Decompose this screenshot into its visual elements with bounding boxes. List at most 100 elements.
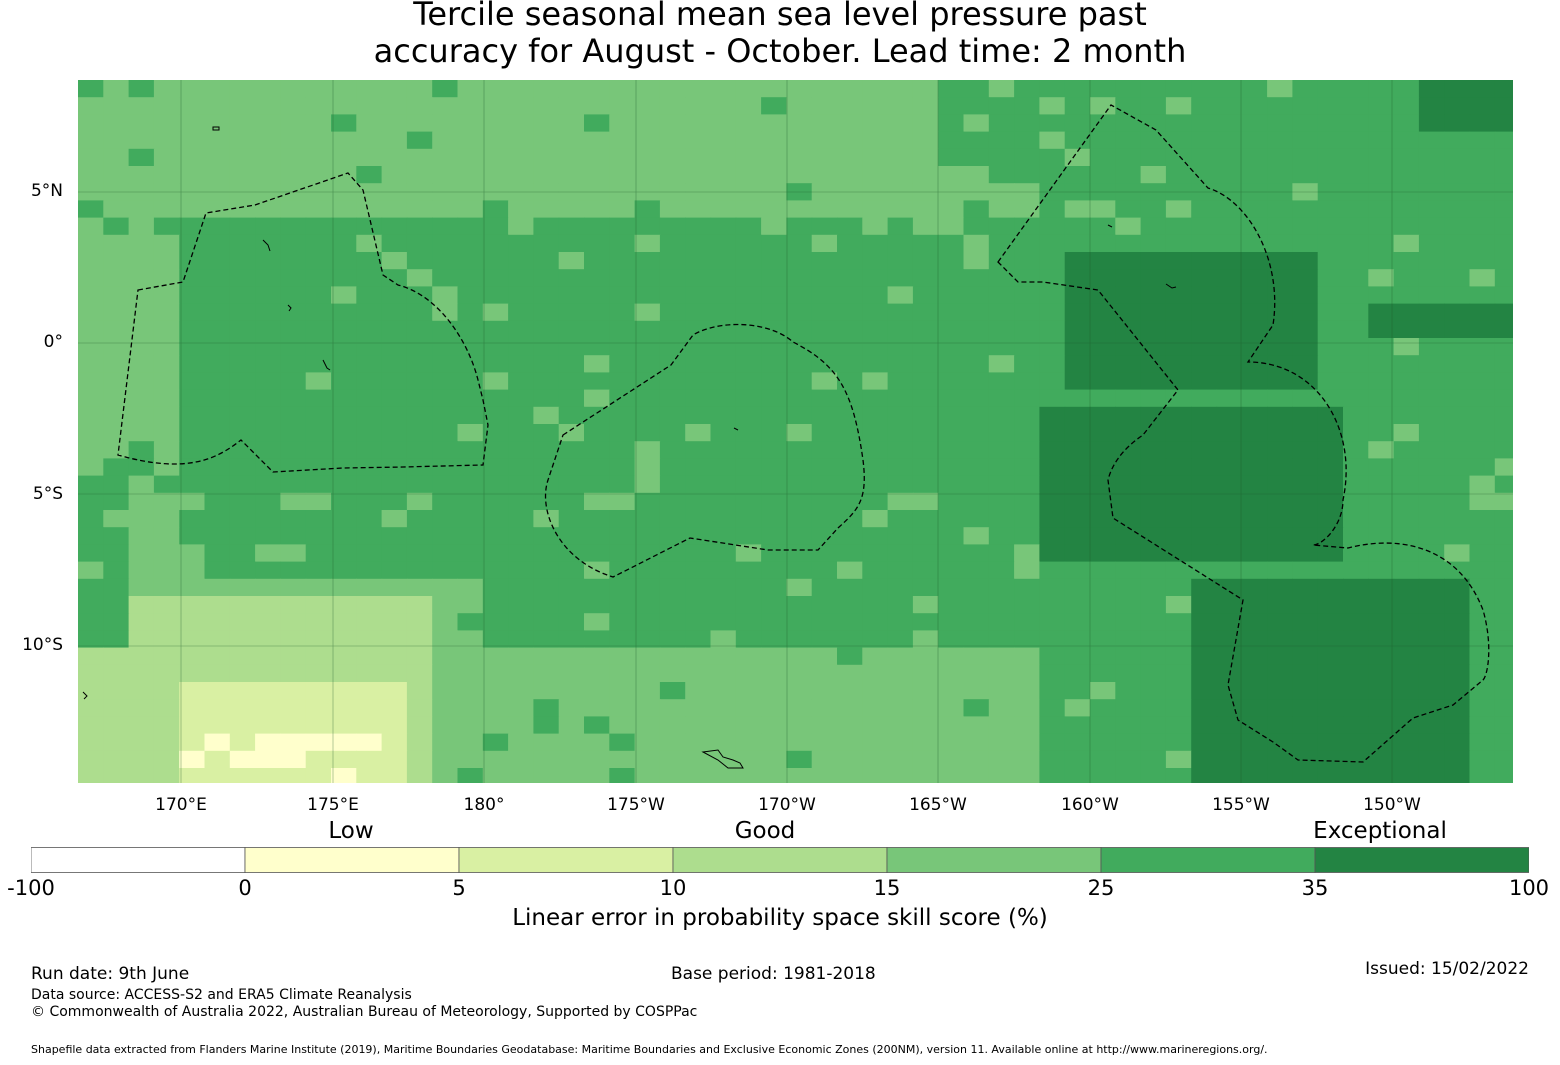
skill-cell	[1469, 97, 1496, 115]
skill-cell	[659, 492, 686, 511]
skill-cell	[1039, 406, 1066, 425]
skill-cell	[280, 303, 307, 322]
skill-cell	[305, 578, 332, 597]
cb-tick-5: 5	[452, 876, 466, 900]
skill-cell	[153, 286, 180, 305]
skill-cell	[457, 647, 484, 666]
skill-cell	[584, 510, 610, 528]
skill-cell	[988, 768, 1015, 783]
skill-cell	[685, 475, 712, 494]
skill-cell	[609, 613, 636, 631]
chart-title: Tercile seasonal mean sea level pressure…	[0, 0, 1560, 70]
skill-cell	[179, 114, 206, 133]
skill-cell	[1191, 664, 1218, 683]
skill-cell	[432, 716, 459, 735]
skill-cell	[331, 389, 357, 408]
skill-cell	[1140, 613, 1167, 631]
skill-cell	[634, 406, 661, 425]
skill-cell	[837, 475, 863, 494]
skill-cell	[482, 80, 509, 98]
skill-cell	[938, 355, 965, 373]
skill-cell	[938, 527, 965, 545]
skill-cell	[938, 596, 965, 614]
skill-cell	[609, 492, 636, 511]
skill-cell	[735, 613, 762, 631]
skill-cell	[938, 389, 965, 408]
skill-cell	[963, 355, 990, 373]
skill-cell	[381, 682, 408, 700]
skill-cell	[735, 355, 762, 373]
skill-cell	[1292, 441, 1319, 459]
skill-cell	[1393, 200, 1420, 219]
skill-cell	[1191, 372, 1218, 391]
skill-cell	[938, 424, 965, 442]
skill-cell	[1444, 596, 1471, 614]
skill-cell	[887, 303, 914, 322]
y-tick-5n: 5°N	[30, 181, 63, 201]
skill-cell	[406, 716, 433, 735]
skill-cell	[103, 355, 130, 373]
skill-cell	[432, 372, 459, 391]
skill-cell	[381, 355, 408, 373]
skill-cell	[1317, 630, 1344, 649]
skill-cell	[558, 131, 585, 150]
skill-cell	[1064, 372, 1091, 391]
skill-cell	[1140, 492, 1167, 511]
colorbar-segment	[1314, 847, 1529, 873]
eez-boundaries	[117, 104, 1490, 763]
skill-cell	[331, 475, 357, 494]
skill-cell	[1494, 80, 1513, 98]
skill-cell	[584, 475, 610, 494]
skill-cell	[761, 664, 787, 683]
skill-cell	[255, 492, 281, 511]
skill-cell	[305, 682, 332, 700]
skill-cell	[331, 269, 357, 287]
skill-cell	[659, 80, 686, 98]
skill-cell	[938, 682, 965, 700]
skill-cell	[457, 458, 484, 477]
skill-cell	[659, 303, 686, 322]
skill-cell	[1469, 372, 1496, 391]
skill-cell	[1140, 338, 1167, 356]
skill-cell	[786, 148, 813, 167]
skill-cell	[78, 492, 104, 511]
skill-cell	[103, 424, 130, 442]
skill-cell	[1241, 217, 1268, 236]
skill-cell	[1343, 664, 1369, 683]
skill-cell	[103, 441, 130, 459]
skill-cell	[1140, 252, 1167, 270]
skill-cell	[1115, 286, 1142, 305]
skill-cell	[558, 492, 585, 511]
island-atoll-8	[82, 691, 88, 700]
skill-cell	[432, 286, 459, 305]
skill-cell	[432, 441, 459, 459]
skill-cell	[331, 286, 357, 305]
skill-cell	[1469, 664, 1496, 683]
skill-cell	[685, 131, 712, 150]
skill-cell	[1494, 320, 1513, 339]
skill-cell	[204, 733, 231, 752]
skill-cell	[179, 148, 206, 167]
skill-cell	[634, 217, 661, 236]
skill-cell	[1292, 166, 1319, 184]
skill-cell	[1241, 544, 1268, 563]
skill-cell	[988, 338, 1015, 356]
skill-cell	[305, 97, 332, 115]
skill-cell	[1368, 252, 1395, 270]
skill-cell	[735, 699, 762, 717]
skill-cell	[280, 647, 307, 666]
skill-cell	[1216, 578, 1243, 597]
skill-cell	[381, 578, 408, 597]
skill-cell	[659, 424, 686, 442]
skill-cell	[1216, 613, 1243, 631]
skill-cell	[305, 441, 332, 459]
skill-cell	[1343, 527, 1369, 545]
skill-cell	[761, 372, 787, 391]
skill-cell	[255, 217, 281, 236]
skill-cell	[1241, 613, 1268, 631]
skill-cell	[204, 97, 231, 115]
skill-cell	[482, 424, 509, 442]
skill-cell	[1241, 561, 1268, 580]
skill-cell	[1393, 458, 1420, 477]
skill-cell	[584, 97, 610, 115]
